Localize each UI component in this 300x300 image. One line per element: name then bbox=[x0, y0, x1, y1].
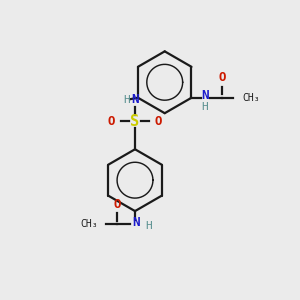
Text: H: H bbox=[124, 95, 130, 105]
Text: O: O bbox=[114, 198, 121, 211]
Text: N: N bbox=[133, 216, 140, 230]
Text: S: S bbox=[130, 114, 140, 129]
Text: N: N bbox=[201, 89, 208, 102]
Text: H: H bbox=[201, 102, 208, 112]
Text: H: H bbox=[145, 221, 152, 231]
Text: CH₃: CH₃ bbox=[80, 219, 98, 229]
Text: CH₃: CH₃ bbox=[242, 93, 260, 103]
Text: O: O bbox=[219, 71, 226, 84]
Text: N: N bbox=[131, 93, 139, 106]
Text: O: O bbox=[108, 115, 115, 128]
Text: O: O bbox=[155, 115, 162, 128]
